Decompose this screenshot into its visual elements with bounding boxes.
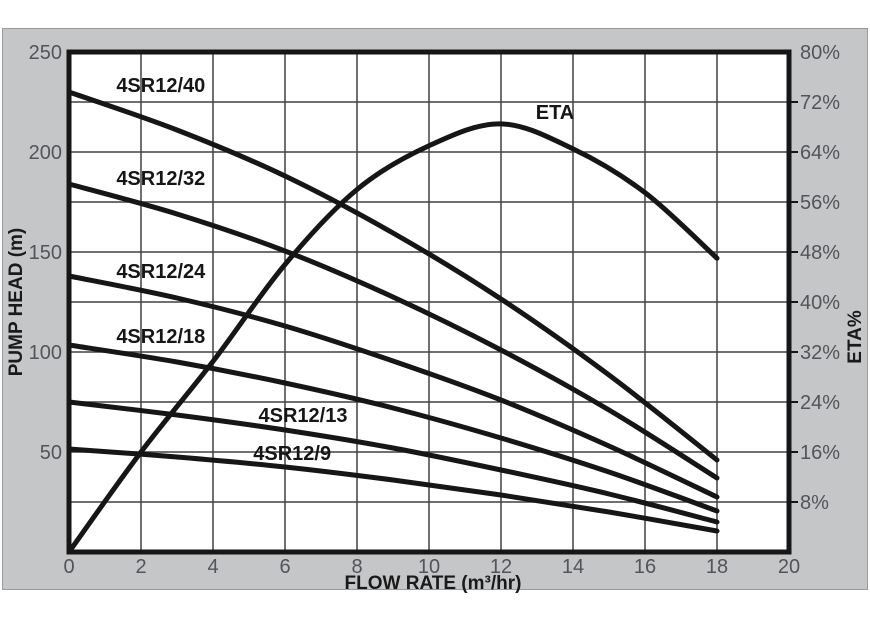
y-left-tick-label: 100 (29, 342, 62, 364)
y-left-axis-title: PUMP HEAD (m) (6, 228, 27, 377)
x-tick-label: 8 (351, 556, 362, 578)
x-tick-label: 16 (634, 556, 656, 578)
x-tick-label: 14 (562, 556, 584, 578)
y-right-tick-label: 24% (800, 392, 840, 414)
y-left-tick-label: 150 (29, 242, 62, 264)
curve-label-4sr12-13: 4SR12/13 (259, 405, 348, 427)
tick-labels-layer: 0 2 4 6 8 10 12 14 16 18 20 250 200 150 100 50 80% 72% 64%… (29, 42, 841, 578)
y-right-axis-title: ETA% (845, 310, 866, 364)
y-right-tick-label: 32% (800, 342, 840, 364)
plot-border-layer (66, 49, 792, 555)
curve-label-eta: ETA (536, 102, 575, 124)
curve-4sr12-13 (66, 399, 720, 525)
x-tick-label: 0 (63, 556, 74, 578)
curve-4sr12-24 (66, 273, 720, 500)
curve-label-4sr12-18: 4SR12/18 (116, 326, 205, 348)
y-right-tick-label: 16% (800, 442, 840, 464)
x-tick-label: 10 (418, 556, 440, 578)
curve-label-4sr12-24: 4SR12/24 (116, 261, 206, 283)
curve-4sr12-9 (66, 446, 720, 534)
y-right-tick-label: 8% (800, 492, 829, 514)
curve-labels-layer: 4SR12/40 4SR12/32 4SR12/24 4SR12/18 4SR12/13… (116, 75, 574, 465)
y-right-tick-label: 40% (800, 292, 840, 314)
curve-label-4sr12-9: 4SR12/9 (253, 443, 331, 465)
y-right-tick-label: 72% (800, 92, 840, 114)
curves-layer (66, 89, 720, 555)
y-right-tick-label: 80% (800, 42, 840, 64)
x-tick-label: 20 (778, 556, 800, 578)
y-left-tick-label: 50 (40, 442, 62, 464)
curve-eta (66, 121, 720, 555)
curve-label-4sr12-32: 4SR12/32 (116, 168, 205, 190)
x-tick-label: 2 (135, 556, 146, 578)
x-tick-label: 4 (207, 556, 218, 578)
x-axis-title: FLOW RATE (m³/hr) (345, 573, 522, 594)
curve-4sr12-32 (66, 181, 720, 481)
y-right-tick-label: 64% (800, 142, 840, 164)
plot-border (66, 49, 792, 555)
x-tick-label: 12 (490, 556, 512, 578)
x-tick-label: 6 (279, 556, 290, 578)
y-left-tick-label: 250 (29, 42, 62, 64)
y-right-tick-label: 56% (800, 192, 840, 214)
curve-4sr12-40 (66, 89, 720, 463)
y-right-tick-label: 48% (800, 242, 840, 264)
y-left-tick-label: 200 (29, 142, 62, 164)
curve-4sr12-18 (66, 342, 720, 514)
curve-label-4sr12-40: 4SR12/40 (116, 75, 205, 97)
x-tick-label: 18 (706, 556, 728, 578)
